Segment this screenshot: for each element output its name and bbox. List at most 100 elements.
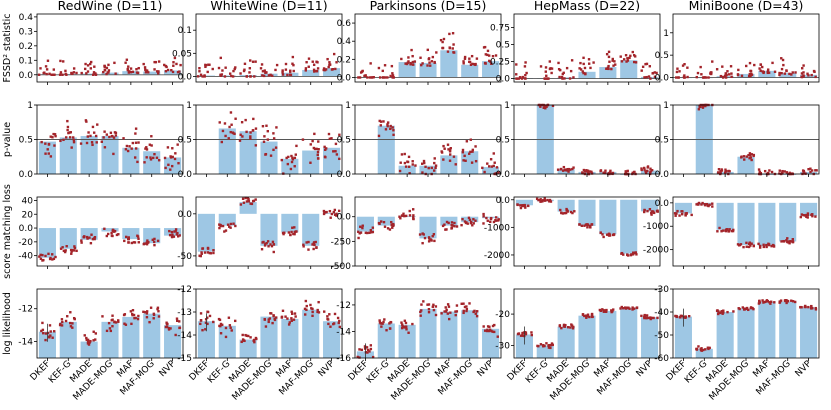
data-point bbox=[281, 71, 284, 74]
data-point bbox=[311, 314, 314, 318]
data-point bbox=[168, 229, 171, 233]
data-point bbox=[648, 171, 652, 174]
data-point bbox=[622, 307, 625, 310]
data-point bbox=[70, 250, 73, 253]
data-point bbox=[199, 319, 203, 322]
data-point bbox=[67, 131, 70, 135]
data-point bbox=[675, 70, 679, 74]
bar-maf-mog bbox=[779, 301, 797, 358]
data-point bbox=[150, 144, 153, 147]
xtick-label-kef-g: KEF-G bbox=[524, 359, 550, 385]
bar-nvp bbox=[800, 307, 818, 358]
bar-kef-g bbox=[377, 323, 395, 358]
data-point bbox=[485, 216, 488, 220]
data-point bbox=[561, 212, 565, 215]
data-point bbox=[423, 236, 427, 240]
data-point bbox=[806, 212, 810, 215]
data-point bbox=[522, 331, 526, 334]
data-point bbox=[126, 68, 130, 72]
data-point bbox=[322, 68, 325, 72]
data-point bbox=[289, 167, 293, 171]
bar-nvp bbox=[800, 202, 818, 216]
data-point bbox=[312, 63, 316, 66]
data-point bbox=[426, 64, 429, 67]
data-point bbox=[474, 312, 477, 315]
bar-maf bbox=[440, 311, 458, 358]
data-point bbox=[587, 62, 591, 65]
data-point bbox=[224, 326, 228, 330]
data-point bbox=[786, 299, 790, 303]
data-point bbox=[281, 69, 284, 72]
data-point bbox=[69, 248, 73, 252]
data-point bbox=[60, 318, 64, 321]
data-point bbox=[149, 158, 153, 161]
data-point bbox=[682, 75, 686, 79]
data-point bbox=[62, 249, 66, 253]
bar-made-mog bbox=[419, 308, 437, 358]
data-point bbox=[174, 333, 177, 337]
data-point bbox=[366, 351, 369, 354]
data-point bbox=[572, 166, 575, 169]
data-point bbox=[316, 310, 319, 314]
data-point bbox=[686, 75, 689, 79]
data-point bbox=[800, 75, 803, 78]
data-point bbox=[86, 342, 90, 345]
data-point bbox=[108, 135, 111, 139]
axes-frame bbox=[195, 13, 343, 83]
data-point bbox=[707, 204, 710, 208]
data-point bbox=[747, 154, 750, 157]
data-point bbox=[170, 230, 174, 234]
data-point bbox=[516, 77, 519, 80]
data-point bbox=[564, 168, 567, 171]
data-point bbox=[89, 67, 93, 70]
data-point bbox=[144, 147, 147, 150]
data-point bbox=[399, 217, 402, 220]
data-point bbox=[239, 72, 242, 75]
data-point bbox=[156, 239, 160, 243]
data-point bbox=[720, 311, 723, 314]
data-point bbox=[253, 340, 256, 344]
bar-nvp bbox=[641, 317, 659, 358]
data-point bbox=[307, 248, 310, 251]
data-point bbox=[431, 234, 434, 238]
data-point bbox=[126, 149, 130, 153]
data-point bbox=[336, 316, 340, 320]
data-point bbox=[410, 48, 413, 52]
data-point bbox=[715, 68, 719, 71]
data-point bbox=[244, 196, 247, 200]
data-point bbox=[305, 304, 308, 308]
data-point bbox=[134, 127, 138, 130]
data-point bbox=[721, 229, 725, 232]
data-point bbox=[427, 166, 430, 170]
data-point bbox=[606, 66, 610, 70]
data-point bbox=[329, 325, 332, 328]
data-point bbox=[388, 228, 392, 231]
data-point bbox=[560, 75, 564, 79]
data-point bbox=[368, 231, 371, 235]
data-point bbox=[675, 76, 678, 79]
data-point bbox=[291, 156, 294, 160]
data-point bbox=[629, 54, 632, 58]
data-point bbox=[463, 305, 467, 309]
bar-made bbox=[80, 73, 98, 75]
data-point bbox=[145, 312, 149, 315]
data-point bbox=[105, 133, 109, 136]
data-point bbox=[772, 245, 776, 248]
data-point bbox=[464, 159, 467, 162]
data-point bbox=[400, 153, 404, 156]
data-point bbox=[727, 229, 730, 233]
data-point bbox=[602, 171, 605, 174]
ytick-label: -20 bbox=[18, 238, 33, 248]
data-point bbox=[268, 317, 272, 320]
data-point bbox=[125, 58, 129, 61]
data-point bbox=[54, 134, 57, 138]
bar-kef-g bbox=[59, 321, 77, 358]
data-point bbox=[749, 74, 752, 78]
data-point bbox=[337, 321, 340, 325]
data-point bbox=[328, 63, 331, 67]
data-point bbox=[114, 72, 117, 75]
bar-dkef bbox=[197, 75, 215, 77]
data-point bbox=[171, 235, 174, 239]
data-point bbox=[200, 252, 203, 255]
data-point bbox=[445, 308, 448, 312]
